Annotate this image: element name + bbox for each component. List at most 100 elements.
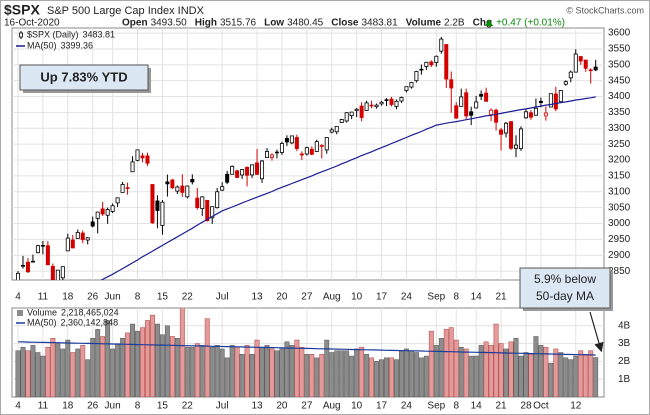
y-tick-label: 3600 <box>608 28 631 39</box>
x-tick-label: 4 <box>15 401 21 412</box>
volume-bar <box>463 348 469 397</box>
volume-bar <box>279 348 285 397</box>
candle-body <box>379 101 384 105</box>
volume-bar <box>418 357 424 397</box>
volume-bar <box>15 350 21 397</box>
stat-value: +0.47 (+0.01%) <box>496 18 565 29</box>
candle-body <box>514 144 519 149</box>
volume-bar <box>219 348 225 397</box>
candle-body <box>240 169 245 176</box>
y-tick-label: 3450 <box>608 75 631 86</box>
x-tick-label: 22 <box>182 401 194 412</box>
candle-body <box>479 93 484 97</box>
candle-body <box>593 66 598 71</box>
candle-body <box>454 105 459 119</box>
candle-body <box>509 121 514 149</box>
subtitle: S&P 500 Large Cap Index INDX <box>47 5 205 17</box>
volume-bar <box>394 359 399 397</box>
candle-body <box>110 205 115 212</box>
volume-bar <box>364 354 370 397</box>
candle-body <box>255 162 260 175</box>
volume-bar <box>105 320 111 397</box>
volume-bar <box>199 345 205 397</box>
legend-name: MA(50) <box>27 40 57 50</box>
candle-body <box>289 135 294 144</box>
candle-body <box>344 112 349 122</box>
candle-body <box>369 104 374 107</box>
candle-body <box>235 170 240 178</box>
stat-value: 3493.50 <box>151 18 188 29</box>
ytd-box: Up 7.83% YTD <box>19 64 151 93</box>
volume-bar <box>513 338 519 397</box>
candle-body <box>65 237 70 252</box>
volume-bar <box>483 341 489 397</box>
box <box>519 267 611 309</box>
legend-value: 2,218,465,024 <box>61 307 119 317</box>
volume-bar <box>75 348 81 397</box>
candle-body <box>334 125 339 133</box>
volume-bar <box>169 336 175 397</box>
candle-body <box>60 266 65 279</box>
volume-bar <box>339 350 345 397</box>
candle-body <box>125 187 130 189</box>
x-tick-label: 8 <box>453 292 459 303</box>
volume-bar <box>374 361 380 397</box>
candle-body <box>558 90 563 103</box>
candle-body <box>494 109 499 123</box>
volume-bar <box>55 343 61 397</box>
axes: 2850 2900 2950 3000 3050 3100 3150 3200 3250 3300… <box>15 28 630 412</box>
volume-bar <box>523 352 529 397</box>
stat-value: 3480.45 <box>287 18 324 29</box>
candle-body <box>424 61 429 67</box>
x-tick-label: 10 <box>351 292 363 303</box>
candle-body <box>195 197 200 209</box>
volume-bar <box>30 345 36 397</box>
candle-body <box>304 147 309 155</box>
volume-bar <box>468 355 474 397</box>
annotation: 50-day MA <box>536 289 594 303</box>
volume-bar <box>214 345 220 397</box>
volume-bar <box>20 346 26 397</box>
y-tick-label: 3250 <box>608 139 631 150</box>
y-tick-label: 3500 <box>608 59 631 70</box>
y-tick-label: 3350 <box>608 107 631 118</box>
x-tick-label: Aug <box>323 401 341 412</box>
volume-bar <box>354 348 360 397</box>
x-tick-label: 26 <box>87 292 99 303</box>
volume-bar <box>423 355 429 397</box>
candle-body <box>230 165 235 175</box>
stat-label: Open <box>122 18 148 29</box>
volume-bar <box>478 345 484 397</box>
stat-label: Close <box>331 18 359 29</box>
y-tick-label: 3050 <box>608 202 631 213</box>
candle-body <box>220 186 225 191</box>
volume-bar <box>458 346 464 397</box>
volume-bar <box>254 339 260 397</box>
candle-body <box>55 269 60 280</box>
x-tick-label: 11 <box>38 401 49 412</box>
candle-body <box>105 209 110 216</box>
volume-bar <box>189 346 195 397</box>
x-tick-label: 15 <box>157 401 169 412</box>
stat-value: 2.2B <box>444 18 465 29</box>
volume-bar <box>289 345 295 397</box>
volume-bar <box>503 348 509 397</box>
candle-body <box>20 265 25 267</box>
candle-body <box>588 69 593 72</box>
volume-bar <box>359 346 365 397</box>
price-plot <box>12 28 604 280</box>
x-tick-label: Jul <box>216 292 229 303</box>
x-tick-label: 20 <box>276 401 288 412</box>
date: 16-Oct-2020 <box>4 18 60 29</box>
volume-bar <box>244 345 250 397</box>
volume-bar <box>90 338 96 397</box>
candle-body <box>225 173 230 183</box>
volume-bar <box>294 339 300 397</box>
y-tick-label: 2950 <box>608 234 631 245</box>
candle-body <box>15 272 20 280</box>
volume-bar <box>284 341 290 397</box>
candle-body <box>523 111 528 119</box>
candle-body <box>533 107 538 116</box>
volume-bar <box>145 320 150 397</box>
